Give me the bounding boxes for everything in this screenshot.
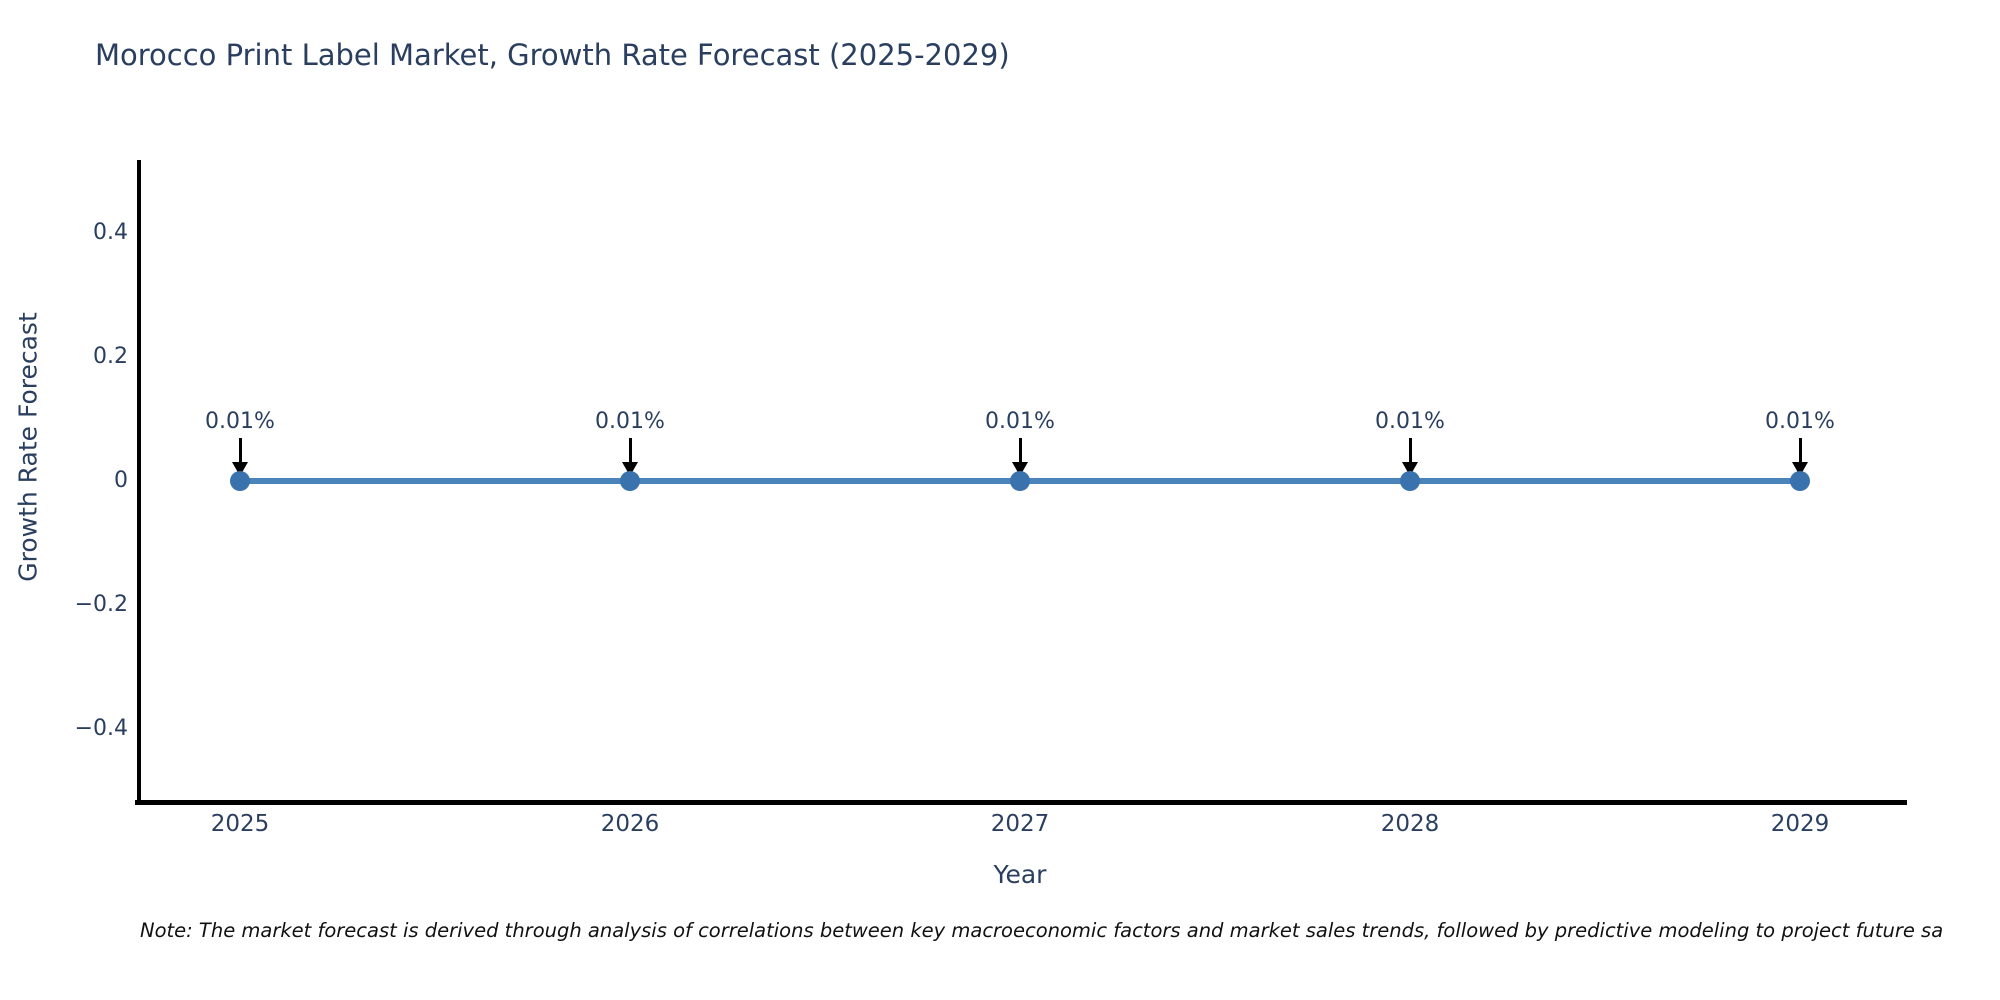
data-point-marker[interactable] (1010, 471, 1030, 491)
y-tick-label: 0.4 (93, 220, 128, 245)
data-point-marker[interactable] (1400, 471, 1420, 491)
x-tick-label: 2029 (1770, 811, 1830, 837)
x-tick-label: 2025 (210, 811, 270, 837)
y-tick-label: −0.4 (74, 716, 128, 741)
x-tick-label: 2028 (1380, 811, 1440, 837)
annotation-arrow (1409, 438, 1412, 464)
data-point-marker[interactable] (1790, 471, 1810, 491)
data-point-marker[interactable] (230, 471, 250, 491)
x-axis-title: Year (993, 860, 1047, 889)
data-point-label: 0.01% (1765, 409, 1835, 434)
footnote: Note: The market forecast is derived thr… (140, 919, 1944, 942)
x-tick-label: 2026 (600, 811, 660, 837)
annotation-arrow (629, 438, 632, 464)
annotation-arrow (1019, 438, 1022, 464)
x-tick-label: 2027 (990, 811, 1050, 837)
data-point-marker[interactable] (620, 471, 640, 491)
y-tick-label: 0 (114, 468, 128, 493)
data-point-label: 0.01% (595, 409, 665, 434)
x-axis-spine (135, 800, 1907, 805)
y-tick-label: 0.2 (93, 344, 128, 369)
y-axis-spine (137, 160, 141, 805)
annotation-arrow (1799, 438, 1802, 464)
y-tick-label: −0.2 (74, 592, 128, 617)
data-point-label: 0.01% (985, 409, 1055, 434)
data-point-label: 0.01% (1375, 409, 1445, 434)
annotation-arrow (239, 438, 242, 464)
data-point-label: 0.01% (205, 409, 275, 434)
chart-title: Morocco Print Label Market, Growth Rate … (95, 38, 1010, 72)
